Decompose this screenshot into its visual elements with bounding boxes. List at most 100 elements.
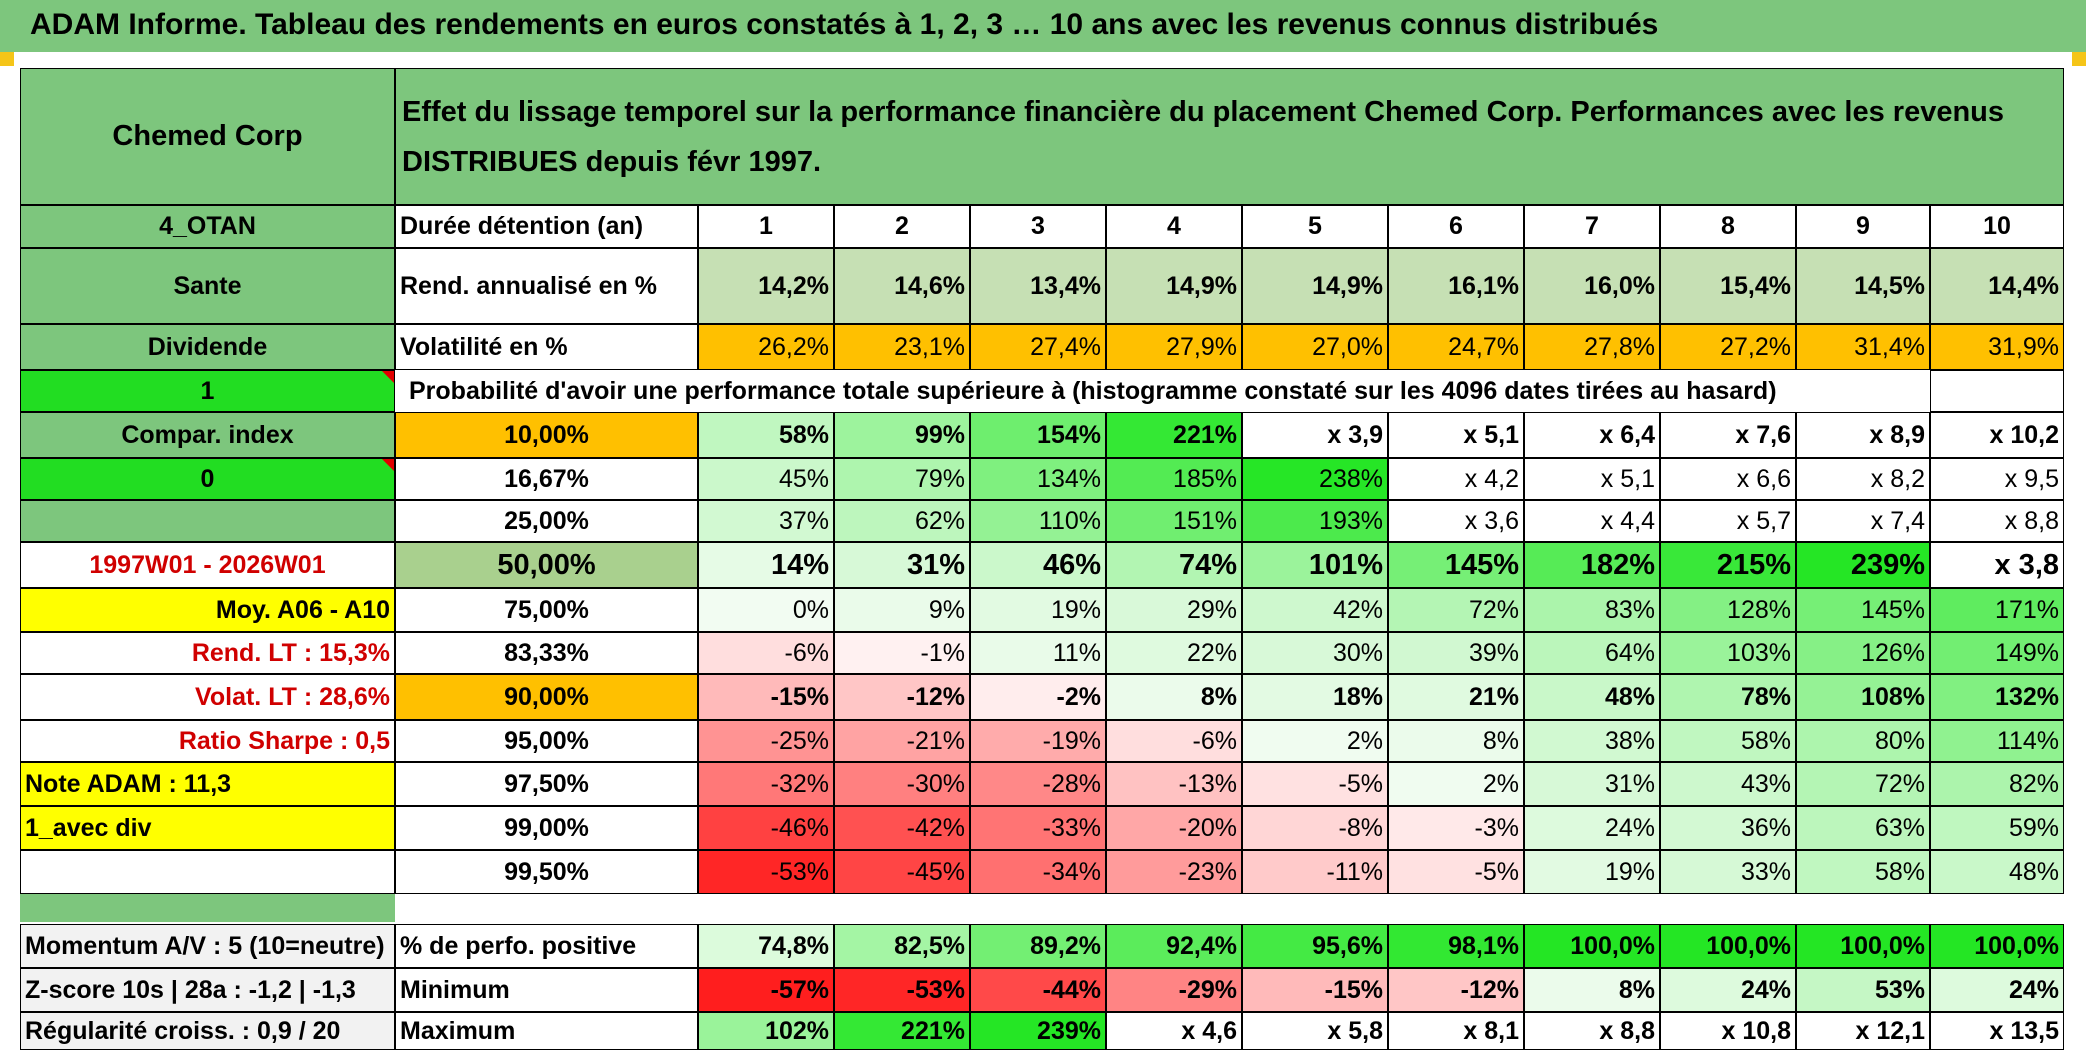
max-value-cell: 102% — [698, 1012, 834, 1050]
volatility-cell: 27,8% — [1524, 324, 1660, 370]
performance-cell: 82% — [1930, 762, 2064, 806]
performance-cell: 18% — [1242, 674, 1388, 720]
performance-cell: 80% — [1796, 720, 1930, 762]
report-header-bar: ADAM Informe. Tableau des rendements en … — [0, 0, 2086, 52]
percentile-cell: 99,50% — [395, 850, 698, 894]
performance-cell: -53% — [698, 850, 834, 894]
left-label-cell: Sante — [20, 248, 395, 324]
performance-cell: x 8,2 — [1796, 458, 1930, 500]
max-value-cell: 221% — [834, 1012, 970, 1050]
max-value-cell: x 4,6 — [1106, 1012, 1242, 1050]
min-value-cell: -53% — [834, 968, 970, 1012]
performance-cell: 48% — [1524, 674, 1660, 720]
performance-cell: 62% — [834, 500, 970, 542]
return-cell: 14,4% — [1930, 248, 2064, 324]
volatility-cell: 27,0% — [1242, 324, 1388, 370]
performance-cell: 14% — [698, 542, 834, 588]
left-label-cell: 1 — [20, 370, 395, 412]
left-label-cell: Rend. LT : 15,3% — [20, 632, 395, 674]
performance-cell: 182% — [1524, 542, 1660, 588]
performance-cell: -5% — [1242, 762, 1388, 806]
return-cell: 16,1% — [1388, 248, 1524, 324]
performance-cell: 21% — [1388, 674, 1524, 720]
performance-cell: 22% — [1106, 632, 1242, 674]
table-title: Effet du lissage temporel sur la perform… — [395, 68, 2064, 205]
performance-cell: x 6,4 — [1524, 412, 1660, 458]
left-label-cell: Momentum A/V : 5 (10=neutre) — [20, 924, 395, 968]
performance-cell: 99% — [834, 412, 970, 458]
performance-cell: 134% — [970, 458, 1106, 500]
volatility-cell: 23,1% — [834, 324, 970, 370]
performance-cell: 48% — [1930, 850, 2064, 894]
pos-value-cell: 100,0% — [1796, 924, 1930, 968]
max-value-cell: x 12,1 — [1796, 1012, 1930, 1050]
min-value-cell: 24% — [1660, 968, 1796, 1012]
performance-cell: 83% — [1524, 588, 1660, 632]
performance-cell: 0% — [698, 588, 834, 632]
empty-cell — [1930, 370, 2064, 412]
performance-cell: 30% — [1242, 632, 1388, 674]
return-cell: 14,9% — [1242, 248, 1388, 324]
return-cell: 15,4% — [1660, 248, 1796, 324]
performance-cell: x 5,1 — [1524, 458, 1660, 500]
performance-cell: 239% — [1796, 542, 1930, 588]
year-header: 4 — [1106, 205, 1242, 248]
volatility-cell: 27,9% — [1106, 324, 1242, 370]
performance-cell: -19% — [970, 720, 1106, 762]
performance-cell: 2% — [1242, 720, 1388, 762]
volatility-cell: 31,4% — [1796, 324, 1930, 370]
left-label-cell: 0 — [20, 458, 395, 500]
performance-cell: 126% — [1796, 632, 1930, 674]
percentile-cell: 75,00% — [395, 588, 698, 632]
performance-cell: 9% — [834, 588, 970, 632]
probability-caption: Probabilité d'avoir une performance tota… — [395, 370, 1930, 412]
performance-cell: 46% — [970, 542, 1106, 588]
performance-cell: x 3,9 — [1242, 412, 1388, 458]
max-value-cell: x 5,8 — [1242, 1012, 1388, 1050]
left-label-cell: Dividende — [20, 324, 395, 370]
left-label-cell: 1_avec div — [20, 806, 395, 850]
performance-cell: 42% — [1242, 588, 1388, 632]
report-header-title: ADAM Informe. Tableau des rendements en … — [30, 8, 1659, 41]
left-label-cell: Compar. index — [20, 412, 395, 458]
performance-cell: x 8,9 — [1796, 412, 1930, 458]
performance-cell: 11% — [970, 632, 1106, 674]
performance-cell: 171% — [1930, 588, 2064, 632]
year-header: 5 — [1242, 205, 1388, 248]
pos-value-cell: 74,8% — [698, 924, 834, 968]
performance-cell: 110% — [970, 500, 1106, 542]
performance-cell: 19% — [970, 588, 1106, 632]
performance-cell: x 9,5 — [1930, 458, 2064, 500]
performance-cell: 38% — [1524, 720, 1660, 762]
pos-value-cell: 95,6% — [1242, 924, 1388, 968]
percentile-cell: 83,33% — [395, 632, 698, 674]
percentile-cell: 16,67% — [395, 458, 698, 500]
performance-cell: 154% — [970, 412, 1106, 458]
performance-cell: 43% — [1660, 762, 1796, 806]
min-value-cell: -44% — [970, 968, 1106, 1012]
performance-cell: 145% — [1388, 542, 1524, 588]
row-label: Minimum — [395, 968, 698, 1012]
performance-cell: -34% — [970, 850, 1106, 894]
performance-cell: 24% — [1524, 806, 1660, 850]
percentile-cell: 10,00% — [395, 412, 698, 458]
corner-marker — [0, 52, 14, 66]
pos-value-cell: 82,5% — [834, 924, 970, 968]
pos-value-cell: 100,0% — [1660, 924, 1796, 968]
performance-cell: 59% — [1930, 806, 2064, 850]
performance-cell: -25% — [698, 720, 834, 762]
performance-cell: 108% — [1796, 674, 1930, 720]
min-value-cell: 8% — [1524, 968, 1660, 1012]
left-label-cell: Ratio Sharpe : 0,5 — [20, 720, 395, 762]
percentile-cell: 99,00% — [395, 806, 698, 850]
percentile-cell: 95,00% — [395, 720, 698, 762]
percentile-cell: 97,50% — [395, 762, 698, 806]
performance-cell: 132% — [1930, 674, 2064, 720]
performance-cell: 19% — [1524, 850, 1660, 894]
performance-cell: 39% — [1388, 632, 1524, 674]
year-header: 6 — [1388, 205, 1524, 248]
return-cell: 14,2% — [698, 248, 834, 324]
percentile-cell: 25,00% — [395, 500, 698, 542]
performance-cell: -28% — [970, 762, 1106, 806]
max-value-cell: x 13,5 — [1930, 1012, 2064, 1050]
